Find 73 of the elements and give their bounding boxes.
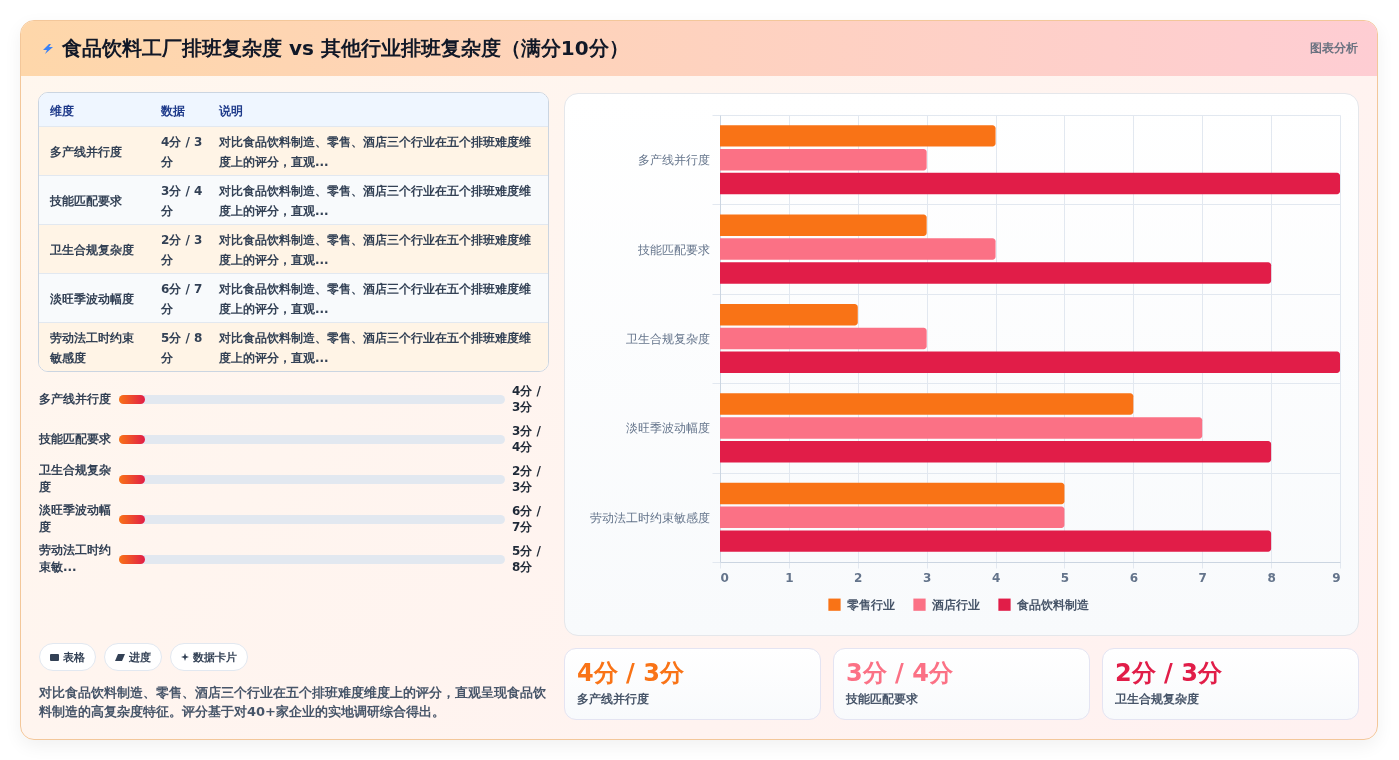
x-tick-label: 9 bbox=[1332, 570, 1341, 585]
x-tick-label: 6 bbox=[1129, 570, 1139, 585]
category-label: 进度 bbox=[129, 649, 151, 665]
bar bbox=[720, 214, 927, 236]
category-label: 多产线并行度 bbox=[577, 691, 649, 707]
bar bbox=[720, 238, 996, 260]
category-label: 多产线并行度 bbox=[39, 390, 112, 408]
bar bbox=[720, 148, 927, 171]
text: 3分 / 4分 bbox=[846, 659, 953, 687]
text: 2分 / 3分 bbox=[1115, 659, 1222, 687]
category-label: 数据卡片 bbox=[193, 649, 237, 665]
text: 对比食品饮料制造、零售、酒店三个行业在五个排班难度维度上的评分，直观... bbox=[219, 184, 531, 218]
y-tick-label: 多产线并行度 bbox=[637, 153, 710, 168]
x-tick-label: 0 bbox=[720, 570, 729, 585]
text: 2分 / 3分 bbox=[161, 233, 203, 267]
bar bbox=[720, 530, 1272, 552]
text: 对比食品饮料制造、零售、酒店三个行业在五个排班难度维度上的评分，直观... bbox=[219, 135, 531, 169]
text: 食品饮料工厂排班复杂度 vs 其他行业排班复杂度（满分10分） bbox=[62, 36, 629, 60]
text: 6分 / 7分 bbox=[161, 282, 203, 316]
bar bbox=[720, 351, 1340, 374]
text: 对比食品饮料制造、零售、酒店三个行业在五个排班难度维度上的评分，直观呈现食品饮料制造的高复杂度特征。评分基于对40+家企业的实地调研综合得出。 bbox=[39, 684, 547, 721]
y-tick-label: 劳动法工时约束敏感度 bbox=[589, 510, 710, 525]
bar bbox=[720, 303, 858, 326]
category-label: 表格 bbox=[63, 649, 85, 665]
bar bbox=[720, 482, 1065, 505]
text: 对比食品饮料制造、零售、酒店三个行业在五个排班难度维度上的评分，直观... bbox=[219, 282, 531, 316]
text: 4分 / 3分 bbox=[577, 659, 684, 687]
text: 2分 / 3分 bbox=[512, 464, 541, 494]
category-label: 卫生合规复杂度 bbox=[1115, 691, 1199, 707]
text: 技能匹配要求 bbox=[50, 194, 122, 208]
category-label: 数据 bbox=[161, 104, 185, 118]
text: 卫生合规复杂度 bbox=[50, 243, 134, 257]
category-label: 技能匹配要求 bbox=[846, 691, 918, 707]
category-label: 技能匹配要求 bbox=[39, 430, 112, 448]
text: 劳动法工时约束敏感度 bbox=[50, 331, 134, 365]
text: 5分 / 8分 bbox=[161, 331, 203, 365]
text: 淡旺季波动幅度 bbox=[50, 292, 134, 306]
x-tick-label: 1 bbox=[785, 570, 794, 585]
y-tick-label: 技能匹配要求 bbox=[636, 242, 710, 257]
text: 图表分析 bbox=[1310, 40, 1358, 56]
text: 5分 / 8分 bbox=[512, 544, 541, 574]
bar bbox=[720, 417, 1203, 439]
bar bbox=[720, 506, 1065, 529]
bar bbox=[720, 262, 1272, 284]
bar bbox=[720, 393, 1134, 415]
y-tick-label: 卫生合规复杂度 bbox=[625, 332, 710, 346]
x-tick-label: 4 bbox=[991, 570, 1001, 585]
category-label: 淡旺季波动幅度 bbox=[39, 502, 112, 536]
text: 多产线并行度 bbox=[50, 145, 122, 159]
text: 3分 / 4分 bbox=[512, 424, 541, 454]
y-tick-label: 淡旺季波动幅度 bbox=[625, 421, 710, 436]
text: 对比食品饮料制造、零售、酒店三个行业在五个排班难度维度上的评分，直观... bbox=[219, 331, 531, 365]
text: 4分 / 3分 bbox=[512, 384, 541, 414]
category-label: 说明 bbox=[219, 104, 243, 118]
x-tick-label: 3 bbox=[922, 570, 932, 585]
bar bbox=[720, 441, 1272, 463]
text: 对比食品饮料制造、零售、酒店三个行业在五个排班难度维度上的评分，直观... bbox=[219, 233, 531, 267]
x-tick-label: 5 bbox=[1060, 570, 1070, 585]
category-label: 卫生合规复杂度 bbox=[39, 462, 112, 496]
bar bbox=[720, 327, 927, 350]
x-tick-label: 8 bbox=[1267, 570, 1276, 585]
text: 6分 / 7分 bbox=[512, 504, 541, 534]
category-label: 维度 bbox=[50, 104, 74, 118]
text: 4分 / 3分 bbox=[161, 135, 203, 169]
legend-label: 酒店行业 bbox=[931, 597, 980, 612]
bar bbox=[720, 172, 1340, 195]
legend-label: 零售行业 bbox=[846, 597, 895, 612]
x-tick-label: 2 bbox=[854, 570, 863, 585]
text: 3分 / 4分 bbox=[161, 184, 203, 218]
legend-label: 食品饮料制造 bbox=[1016, 597, 1090, 612]
bar bbox=[720, 125, 996, 147]
category-label: 劳动法工时约束敏... bbox=[39, 542, 112, 576]
x-tick-label: 7 bbox=[1198, 570, 1207, 585]
